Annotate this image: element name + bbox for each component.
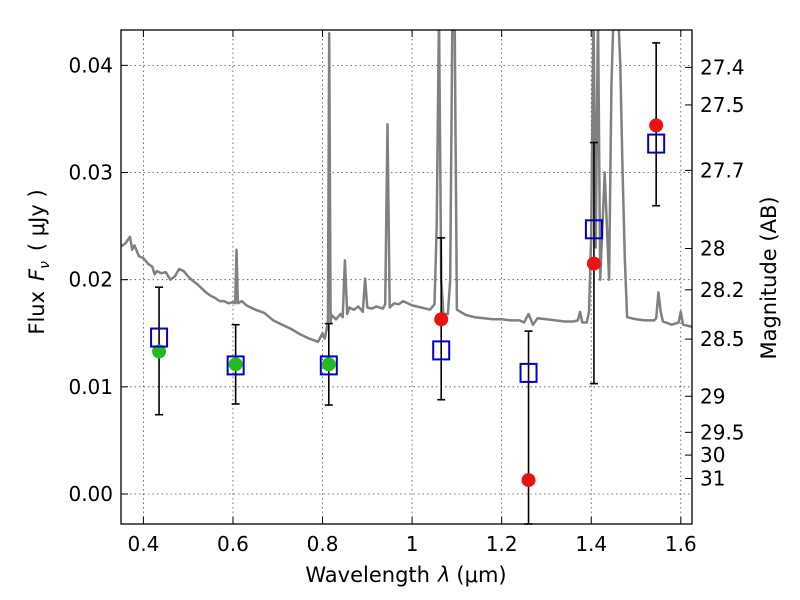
model-square-marker — [647, 133, 666, 154]
mag-tick-label: 27.5 — [700, 93, 745, 117]
mag-tick-label: 27.4 — [700, 55, 745, 79]
x-label-unit: (μm) — [456, 563, 506, 587]
model-spectrum — [121, 30, 692, 344]
x-tick-label: 1.6 — [665, 532, 697, 556]
plot-frame — [120, 29, 693, 525]
nondetected-point — [434, 312, 449, 327]
y-left-sub: ν — [37, 261, 53, 269]
x-label-var: λ — [437, 563, 450, 587]
y-left-unit: ( μJy ) — [25, 189, 49, 251]
grid-lines — [121, 30, 692, 524]
y-tick-label: 0.03 — [68, 161, 113, 185]
x-tick-label: 1 — [406, 532, 419, 556]
y-tick-label: 0.02 — [68, 268, 113, 292]
detected-point — [321, 357, 336, 372]
x-tick-label: 1.4 — [575, 532, 607, 556]
mag-tick-label: 31 — [700, 467, 725, 491]
nondetected-point — [649, 118, 664, 133]
x-tick-label: 1.2 — [486, 532, 518, 556]
mag-tick-label: 28.5 — [700, 327, 745, 351]
model-square-marker — [150, 327, 169, 348]
y-axis-left-label: Flux Fν ( μJy ) — [25, 189, 53, 334]
error-bars — [155, 42, 661, 525]
mag-tick-label: 30 — [700, 443, 725, 467]
mag-tick-label: 27.7 — [700, 158, 745, 182]
x-tick-label: 0.4 — [127, 532, 159, 556]
y-left-var: F — [25, 268, 49, 281]
mag-tick-label: 29 — [700, 384, 725, 408]
x-tick-label: 0.6 — [217, 532, 249, 556]
model-square-marker — [319, 355, 338, 376]
y-left-pre: Flux — [25, 291, 49, 335]
y-tick-label: 0.01 — [68, 375, 113, 399]
y-tick-label: 0.00 — [68, 482, 113, 506]
axis-ticks: 0.4 0.6 0.8 1 1.2 1.4 1.6 0.00 0.01 0.02 0.03 0.04 2… — [68, 30, 745, 556]
data-markers — [150, 118, 666, 488]
nondetected-point — [521, 473, 536, 488]
model-square-marker — [519, 362, 538, 383]
y-tick-label: 0.04 — [68, 53, 113, 77]
x-tick-label: 0.8 — [307, 532, 339, 556]
mag-tick-label: 28.2 — [700, 278, 745, 302]
mag-tick-label: 28 — [700, 237, 725, 261]
model-square-marker — [432, 340, 451, 361]
x-axis-label: Wavelength λ (μm) — [305, 563, 506, 587]
model-square-marker — [584, 219, 603, 240]
nondetected-point — [586, 256, 601, 271]
x-label-pre: Wavelength — [305, 563, 430, 587]
detected-point — [228, 357, 243, 372]
model-square-marker — [226, 355, 245, 376]
mag-tick-label: 29.5 — [700, 420, 745, 444]
y-axis-right-label: Magnitude (AB) — [757, 196, 781, 359]
spectrum-line — [121, 30, 692, 344]
detected-point — [152, 344, 167, 359]
